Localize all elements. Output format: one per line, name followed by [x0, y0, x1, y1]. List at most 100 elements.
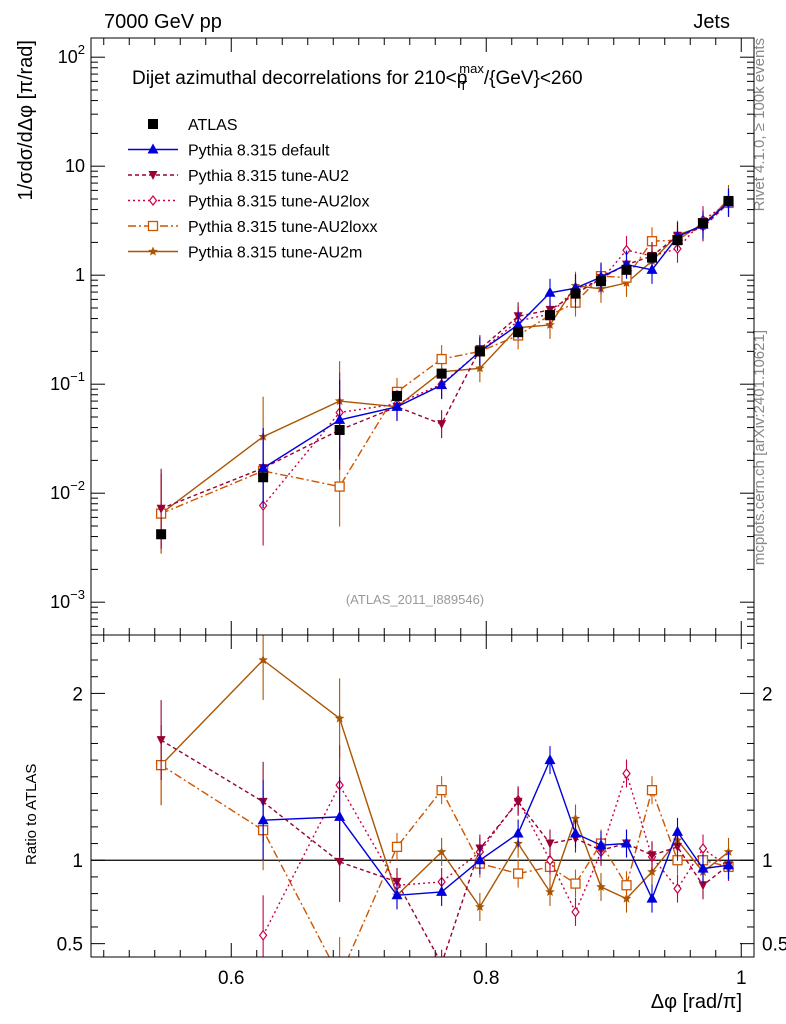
main-series-AU2lox — [258, 188, 733, 546]
main-point-default — [646, 263, 658, 274]
ratio-point-AU2loxx — [646, 785, 658, 796]
main-point-default — [544, 286, 556, 297]
ratio-point-default — [697, 862, 709, 873]
xtick-label: 1 — [736, 968, 747, 989]
main-ytick-base: 10 — [65, 156, 85, 176]
ratio-series-default — [257, 746, 734, 913]
main-ytick-label: 10−2 — [50, 478, 85, 503]
main-ytick-exp: 2 — [78, 42, 85, 57]
ratio-point-AU2lox — [545, 854, 555, 866]
legend-marker-ATLAS — [148, 119, 158, 129]
ratio-point-AU2loxx — [621, 880, 632, 891]
main-point-AU2 — [437, 420, 447, 430]
header-left: 7000 GeV pp — [104, 11, 222, 33]
main-point-ATLAS — [156, 529, 167, 540]
main-point-default — [391, 400, 403, 411]
main-point-ATLAS — [513, 327, 524, 338]
side-text-bottom: mcplots.cern.ch [arXiv:2401.10621] — [751, 330, 768, 565]
main-ytick-base: 10 — [58, 47, 78, 67]
ratio-point-default — [621, 837, 632, 848]
ratio-point-AU2lox — [571, 906, 580, 918]
ratio-series-layer — [91, 635, 754, 982]
main-ytick-base: 10 — [50, 483, 70, 503]
main-point-ATLAS — [545, 310, 555, 321]
ratio-point-AU2m — [570, 813, 581, 823]
main-point-ATLAS — [474, 346, 485, 357]
header-right: Jets — [693, 11, 730, 33]
main-ytick-label: 102 — [58, 42, 85, 67]
ratio-point-AU2loxx — [335, 973, 344, 982]
ratio-ytick-label: 2 — [72, 684, 83, 705]
main-line-AU2lox — [262, 202, 729, 507]
main-point-ATLAS — [698, 218, 708, 229]
main-point-ATLAS — [570, 288, 581, 299]
main-series-default — [257, 188, 734, 509]
ratio-point-AU2loxx — [512, 868, 524, 879]
ratio-line-default — [263, 758, 729, 901]
main-point-ATLAS — [723, 195, 734, 206]
ratio-point-default — [474, 854, 486, 865]
ratio-point-AU2 — [673, 842, 682, 852]
main-line-default — [262, 201, 729, 469]
chart-title-tail: /{GeV}<260 — [484, 68, 583, 89]
legend-label-ATLAS: ATLAS — [188, 117, 238, 134]
ratio-point-default — [334, 810, 346, 821]
side-text-top: Rivet 4.1.0, ≥ 100k events — [751, 38, 768, 211]
ratio-frame — [90, 634, 755, 958]
main-point-AU2 — [156, 504, 166, 514]
legend-marker-AU2 — [148, 171, 158, 180]
ratio-point-AU2loxx — [391, 841, 403, 853]
main-point-ATLAS — [334, 424, 345, 435]
main-point-ATLAS — [672, 235, 683, 246]
xtick-label: 0.8 — [473, 968, 499, 989]
main-point-default — [257, 462, 269, 473]
ratio-point-AU2lox — [622, 767, 631, 779]
ratio-point-AU2m — [647, 866, 657, 876]
main-ytick-label: 1 — [75, 265, 85, 285]
ratio-point-AU2m — [436, 846, 447, 856]
ratio-point-AU2 — [156, 736, 166, 746]
ratio-point-default — [646, 892, 658, 903]
chart-title: Dijet azimuthal decorrelations for 210<p… — [132, 61, 583, 93]
legend-marker-default — [147, 143, 159, 154]
ratio-line-AU2 — [160, 739, 729, 957]
analysis-watermark: (ATLAS_2011_I889546) — [346, 592, 484, 607]
ratio-ytick-label-right: 2 — [762, 684, 773, 705]
main-point-ATLAS — [436, 368, 447, 379]
xtick-label: 0.6 — [218, 968, 244, 989]
ratio-ytick-label: 0.5 — [57, 935, 83, 956]
legend-marker-AU2m — [148, 246, 158, 256]
main-point-AU2loxx — [436, 353, 447, 365]
main-ytick-label: 10 — [65, 156, 85, 176]
ratio-point-AU2m — [596, 881, 606, 891]
legend-label-AU2lox: Pythia 8.315 tune-AU2lox — [188, 194, 369, 211]
ratio-point-default — [512, 827, 524, 838]
ratio-point-AU2 — [513, 797, 523, 807]
ratio-point-AU2lox — [698, 843, 708, 855]
main-point-ATLAS — [596, 276, 606, 287]
ratio-point-AU2loxx — [570, 878, 581, 889]
main-point-ATLAS — [647, 252, 657, 263]
ratio-ytick-label-right: 1 — [762, 851, 773, 872]
ratio-point-AU2m — [545, 886, 555, 896]
main-ytick-exp: −2 — [70, 478, 85, 493]
main-series-ATLAS — [156, 195, 734, 540]
legend-marker-AU2loxx — [147, 220, 159, 232]
ratio-point-AU2lox — [258, 929, 268, 941]
ratio-point-AU2 — [698, 881, 708, 891]
ratio-point-AU2lox — [673, 883, 682, 895]
main-point-ATLAS — [258, 472, 269, 483]
ratio-point-default — [436, 885, 448, 896]
legend-label-AU2m: Pythia 8.315 tune-AU2m — [188, 245, 362, 262]
ratio-point-default — [570, 827, 581, 838]
main-point-ATLAS — [621, 264, 632, 275]
ratio-point-AU2m — [334, 713, 345, 723]
ratio-point-default — [391, 889, 403, 900]
ratio-point-AU2 — [335, 857, 345, 867]
main-point-default — [334, 413, 346, 424]
ratio-point-AU2 — [545, 839, 555, 849]
ratio-ytick-label: 1 — [72, 851, 83, 872]
ratio-line-AU2lox — [262, 771, 729, 936]
